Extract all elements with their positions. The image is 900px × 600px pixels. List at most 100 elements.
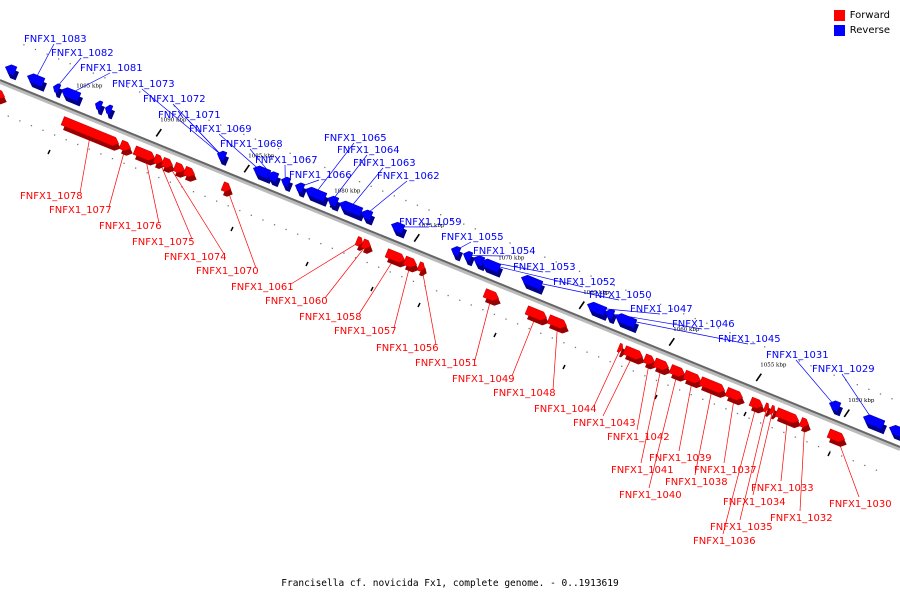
leader-lines — [34, 43, 874, 535]
gene-label: FNFX1_1066 — [289, 170, 352, 181]
gene-label: FNFX1_1071 — [158, 110, 221, 121]
dot-track — [7, 44, 893, 471]
gene-label: FNFX1_1073 — [112, 79, 175, 90]
gene-label: FNFX1_1065 — [324, 133, 387, 144]
reverse-gene-arrow — [53, 83, 63, 99]
kbp-tick-label: 1080 kbp — [334, 189, 361, 195]
forward-gene-arrow — [652, 357, 671, 376]
reverse-gene-arrow — [266, 171, 281, 188]
forward-gene-arrow — [220, 181, 233, 197]
gene-label: FNFX1_1032 — [770, 513, 833, 524]
forward-gene-arrow — [0, 89, 7, 105]
forward-gene-arrow — [402, 255, 419, 273]
forward-gene-arrow — [132, 145, 157, 166]
forward-gene-arrow — [160, 156, 175, 173]
reverse-gene-arrow — [862, 414, 887, 435]
reverse-gene-arrow — [280, 176, 293, 193]
gene-labels: FNFX1_1083 FNFX1_1082 FNFX1_1081 FNFX1_1073… — [20, 34, 892, 547]
gene-label: FNFX1_1038 — [665, 477, 728, 488]
gene-label: FNFX1_1078 — [20, 191, 83, 202]
gene-label: FNFX1_1052 — [553, 277, 616, 288]
gene-label: FNFX1_1047 — [630, 304, 693, 315]
reverse-gene-arrow — [614, 313, 639, 334]
gene-label: FNFX1_1070 — [196, 266, 259, 277]
reverse-gene-arrow — [304, 186, 329, 207]
forward-gene-arrow — [668, 364, 687, 382]
genome-caption: Francisella cf. novicida Fx1, complete g… — [281, 578, 619, 589]
gene-label: FNFX1_1055 — [441, 232, 504, 243]
gene-label: FNFX1_1044 — [534, 404, 597, 415]
backbone-line — [0, 79, 900, 448]
reverse-gene-arrow — [95, 100, 105, 116]
gene-label: FNFX1_1041 — [611, 465, 674, 476]
gene-label: FNFX1_1043 — [573, 418, 636, 429]
gene-label: FNFX1_1068 — [220, 139, 283, 150]
gene-label: FNFX1_1082 — [51, 48, 114, 59]
forward-gene-arrow — [416, 261, 427, 277]
reverse-gene-arrow — [828, 400, 843, 417]
kbp-tick-label: 1070 kbp — [498, 255, 525, 261]
legend-reverse-label: Reverse — [849, 25, 890, 36]
gene-label: FNFX1_1045 — [718, 334, 781, 345]
reverse-gene-arrow — [390, 221, 407, 239]
kbp-tick-label: 1090 kbp — [160, 118, 187, 124]
forward-gene-arrow — [482, 288, 501, 306]
gene-label: FNFX1_1048 — [493, 388, 556, 399]
forward-gene-arrow — [616, 342, 625, 358]
gene-label: FNFX1_1030 — [829, 499, 892, 510]
gene-label: FNFX1_1063 — [353, 158, 416, 169]
gene-label: FNFX1_1040 — [619, 490, 682, 501]
reverse-gene-arrow — [520, 274, 545, 295]
forward-gene-arrow — [118, 139, 133, 156]
gene-label: FNFX1_1054 — [473, 246, 536, 257]
gene-label: FNFX1_1076 — [99, 221, 162, 232]
forward-gene-arrow — [524, 305, 549, 326]
backbone-track — [0, 79, 900, 451]
gene-label: FNFX1_1031 — [766, 350, 829, 361]
gene-label: FNFX1_1061 — [231, 282, 294, 293]
reverse-gene-arrow — [294, 182, 307, 198]
gene-label: FNFX1_1062 — [377, 171, 440, 182]
legend: Forward Reverse — [833, 8, 890, 38]
gene-label: FNFX1_1037 — [694, 465, 757, 476]
reverse-gene-track — [4, 64, 900, 441]
legend-forward-label: Forward — [849, 10, 890, 21]
gene-label: FNFX1_1060 — [265, 296, 328, 307]
legend-reverse: Reverse — [833, 23, 890, 38]
gene-label: FNFX1_1064 — [337, 145, 400, 156]
forward-gene-arrow — [182, 165, 197, 182]
gene-label: FNFX1_1077 — [49, 205, 112, 216]
gene-label: FNFX1_1075 — [132, 237, 195, 248]
forward-swatch — [833, 10, 845, 21]
forward-gene-arrow — [724, 386, 745, 406]
reverse-gene-arrow — [4, 64, 19, 81]
gene-label: FNFX1_1029 — [812, 364, 875, 375]
reverse-gene-arrow — [60, 87, 83, 107]
kbp-tick-label: 1060 kbp — [673, 327, 700, 333]
gene-label: FNFX1_1074 — [164, 252, 227, 263]
kbp-tick-label: 1065 kbp — [583, 290, 610, 296]
reverse-gene-arrow — [462, 250, 475, 267]
reverse-gene-arrow — [26, 73, 47, 92]
gene-label: FNFX1_1058 — [299, 312, 362, 323]
forward-gene-arrow — [60, 116, 121, 151]
kbp-tick-track: 1095 kbp 1090 kbp 1085 kbp 1080 kbp 1075 kbp… — [47, 83, 875, 457]
gene-label: FNFX1_1039 — [649, 453, 712, 464]
forward-gene-arrow — [768, 404, 777, 420]
kbp-tick-label: 1050 kbp — [848, 398, 875, 404]
gene-label: FNFX1_1053 — [513, 262, 576, 273]
forward-gene-arrow — [774, 407, 801, 429]
gene-label: FNFX1_1072 — [143, 94, 206, 105]
kbp-tick-label: 1095 kbp — [76, 83, 103, 89]
gene-label: FNFX1_1046 — [672, 319, 735, 330]
forward-gene-arrow — [546, 314, 569, 334]
forward-gene-arrow — [762, 402, 771, 417]
forward-gene-arrow — [360, 238, 373, 254]
gene-label: FNFX1_1056 — [376, 343, 439, 354]
gene-label: FNFX1_1035 — [710, 522, 773, 533]
forward-gene-arrow — [748, 396, 765, 414]
gene-label: FNFX1_1049 — [452, 374, 515, 385]
gene-label: FNFX1_1033 — [751, 483, 814, 494]
forward-gene-track — [0, 89, 847, 447]
forward-gene-arrow — [682, 369, 703, 389]
